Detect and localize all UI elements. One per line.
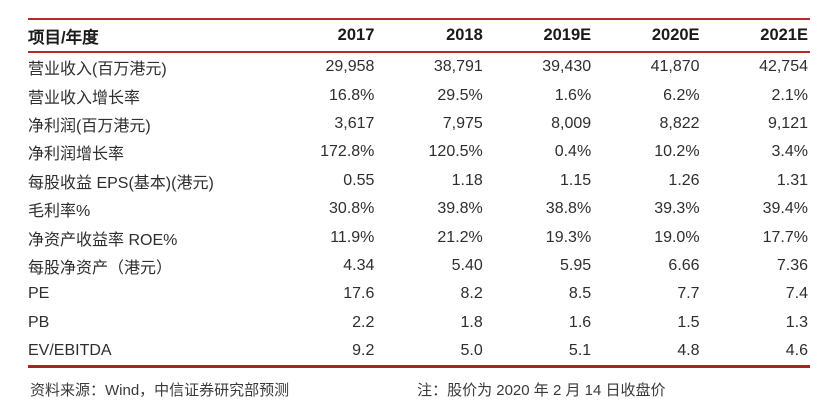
table-row: PE 17.6 8.2 8.5 7.7 7.4 [28,280,810,308]
cell-2021e: 1.3 [785,313,808,331]
header-2018: 2018 [376,19,485,53]
cell-2018: 1.8 [460,313,483,331]
cell-2019e: 1.6 [568,313,592,331]
cell-2019e: 1.15 [560,171,592,189]
cell-2019e: 38.8% [545,200,592,218]
cell-2020e: 4.8 [677,342,700,360]
row-label: 净资产收益率 ROE% [28,231,178,249]
header-2017: 2017 [268,19,377,53]
row-label: PB [28,313,50,331]
cell-2020e: 6.66 [668,256,700,274]
source-note: 资料来源：Wind，中信证券研究部预测 [30,382,290,400]
cell-2019e: 8.5 [568,285,592,303]
cell-2017: 16.8% [329,86,375,104]
cell-2017: 17.6 [343,285,375,303]
cell-2020e: 39.3% [654,200,700,218]
cell-2020e: 10.2% [654,143,700,161]
cell-2020e: 6.2% [663,86,700,104]
cell-2021e: 17.7% [762,228,808,246]
row-label: EV/EBITDA [28,342,112,360]
table-footer: 资料来源：Wind，中信证券研究部预测 注：股价为 2020 年 2 月 14 … [28,379,810,400]
cell-2017: 29,958 [325,58,375,76]
cell-2021e: 4.6 [785,342,808,360]
cell-2017: 4.34 [343,256,375,274]
cell-2020e: 1.26 [668,171,700,189]
row-label: 每股收益 EPS(基本)(港元) [28,174,214,192]
header-item-year: 项目/年度 [28,19,268,53]
cell-2017: 9.2 [352,342,375,360]
table-row: EV/EBITDA 9.2 5.0 5.1 4.8 4.6 [28,337,810,367]
cell-2021e: 1.31 [776,171,808,189]
cell-2018: 5.40 [451,256,483,274]
header-2019e: 2019E [484,19,594,53]
price-date-note: 注：股价为 2020 年 2 月 14 日收盘价 [417,382,666,400]
cell-2019e: 39,430 [542,58,592,76]
cell-2020e: 19.0% [654,228,700,246]
cell-2021e: 42,754 [759,58,808,76]
cell-2019e: 1.6% [554,86,592,104]
financial-forecast-table: 项目/年度 2017 2018 2019E 2020E 2021E 营业收入(百… [28,18,810,369]
cell-2017: 3,617 [334,114,375,132]
cell-2021e: 7.36 [776,256,808,274]
table-row: PB 2.2 1.8 1.6 1.5 1.3 [28,309,810,337]
table-row: 每股收益 EPS(基本)(港元) 0.55 1.18 1.15 1.26 1.3… [28,167,810,195]
row-label: 净利润(百万港元) [28,117,151,135]
cell-2018: 8.2 [460,285,483,303]
cell-2021e: 39.4% [762,200,808,218]
cell-2021e: 2.1% [771,86,808,104]
cell-2018: 29.5% [437,86,483,104]
cell-2017: 11.9% [330,228,375,246]
table-row: 营业收入(百万港元) 29,958 38,791 39,430 41,870 4… [28,52,810,81]
cell-2021e: 3.4% [771,143,808,161]
cell-2019e: 19.3% [545,228,592,246]
cell-2017: 172.8% [320,143,375,161]
cell-2020e: 1.5 [677,313,700,331]
cell-2018: 38,791 [433,58,483,76]
cell-2019e: 8,009 [551,114,592,132]
cell-2019e: 5.95 [560,256,592,274]
table-row: 每股净资产（港元） 4.34 5.40 5.95 6.66 7.36 [28,252,810,280]
table-row: 毛利率% 30.8% 39.8% 38.8% 39.3% 39.4% [28,195,810,223]
cell-2018: 5.0 [460,342,483,360]
row-label: 净利润增长率 [28,146,125,164]
table-row: 净资产收益率 ROE% 11.9% 21.2% 19.3% 19.0% 17.7… [28,223,810,251]
cell-2021e: 9,121 [767,114,808,132]
table-row: 营业收入增长率 16.8% 29.5% 1.6% 6.2% 2.1% [28,81,810,109]
cell-2018: 7,975 [442,114,483,132]
cell-2018: 39.8% [437,200,483,218]
cell-2017: 0.55 [343,171,375,189]
cell-2020e: 7.7 [677,285,700,303]
cell-2020e: 8,822 [659,114,700,132]
header-2020e: 2020E [593,19,702,53]
cell-2018: 120.5% [428,143,483,161]
cell-2020e: 41,870 [650,58,700,76]
row-label: 营业收入(百万港元) [28,61,167,79]
row-label: 毛利率% [28,203,91,221]
cell-2017: 2.2 [352,313,375,331]
cell-2018: 1.18 [451,171,483,189]
cell-2017: 30.8% [329,200,375,218]
table-row: 净利润(百万港元) 3,617 7,975 8,009 8,822 9,121 [28,110,810,138]
row-label: PE [28,285,50,303]
cell-2019e: 5.1 [568,342,592,360]
table-header-row: 项目/年度 2017 2018 2019E 2020E 2021E [28,19,810,53]
cell-2018: 21.2% [437,228,483,246]
cell-2019e: 0.4% [554,143,592,161]
cell-2021e: 7.4 [785,285,808,303]
row-label: 营业收入增长率 [28,89,141,107]
table-row: 净利润增长率 172.8% 120.5% 0.4% 10.2% 3.4% [28,138,810,166]
header-2021e: 2021E [701,19,810,53]
row-label: 每股净资产（港元） [28,259,173,277]
